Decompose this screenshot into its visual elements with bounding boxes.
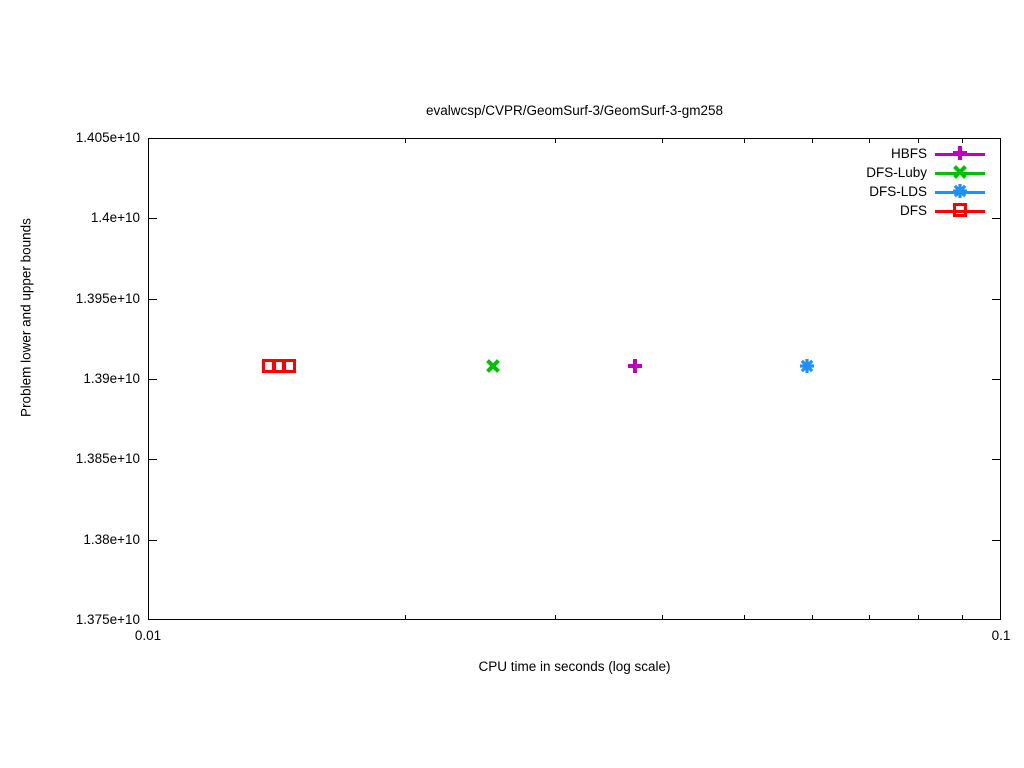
y-tick-mark-right: [992, 539, 1001, 541]
y-tick-label: 1.385e+10: [0, 452, 140, 466]
y-tick-mark-right: [992, 298, 1001, 300]
x-tick-mark-top: [811, 138, 813, 143]
y-tick-label: 1.395e+10: [0, 290, 140, 306]
data-point-dfs-luby: [482, 355, 504, 377]
legend-marker-icon: [948, 179, 972, 203]
y-tick-mark: [148, 459, 157, 461]
y-tick-label-text: 1.4e+10: [90, 210, 140, 226]
chart-title: evalwcsp/CVPR/GeomSurf-3/GeomSurf-3-gm25…: [425, 103, 724, 118]
y-tick-mark-right: [992, 379, 1001, 380]
x-tick-label: 0.01: [134, 628, 162, 643]
x-tick-mark-minor: [554, 615, 556, 620]
x-tick-mark-minor: [961, 615, 963, 620]
x-tick-mark-minor: [744, 615, 746, 620]
y-tick-label-text: 1.38e+10: [83, 531, 140, 547]
y-tick-label: 1.405e+10: [0, 131, 140, 145]
legend-label: HBFS: [890, 146, 927, 161]
y-tick-mark: [148, 539, 157, 541]
x-tick-mark-top: [918, 138, 920, 143]
y-tick-mark: [148, 298, 157, 300]
y-tick-label: 1.375e+10: [0, 613, 140, 627]
y-tick-label-text: 1.375e+10: [75, 612, 140, 627]
legend-label: DFS-LDS: [869, 184, 927, 199]
legend-item-hbfs[interactable]: HBFS: [700, 144, 990, 163]
x-tick-label: 0.1: [991, 628, 1011, 643]
y-tick-mark-right: [992, 218, 1001, 220]
y-tick-label: 1.38e+10: [0, 531, 140, 547]
legend-marker-icon: [948, 198, 972, 222]
x-tick-mark-top: [961, 138, 963, 143]
x-tick-mark-minor: [811, 615, 813, 620]
y-tick-mark: [148, 218, 157, 220]
x-tick-mark-top: [404, 138, 406, 143]
data-point-hbfs: [624, 355, 646, 377]
y-tick-label: 1.4e+10: [0, 211, 140, 225]
x-tick-mark-top: [661, 138, 663, 143]
legend: HBFS DFS-Luby DFS-LDS DFS: [700, 144, 990, 228]
legend-label: DFS-Luby: [866, 165, 927, 180]
y-tick-label-text: 1.39e+10: [83, 371, 140, 386]
x-tick-mark-minor: [918, 615, 920, 620]
y-tick-label-text: 1.395e+10: [75, 290, 140, 306]
legend-marker-icon: [948, 160, 972, 184]
legend-item-dfs[interactable]: DFS: [700, 201, 990, 220]
legend-item-dfs-luby[interactable]: DFS-Luby: [700, 163, 990, 182]
y-tick-label-text: 1.405e+10: [75, 130, 140, 145]
data-point-dfs-lds: [796, 355, 818, 377]
y-tick-label: 1.39e+10: [0, 372, 140, 386]
legend-item-dfs-lds[interactable]: DFS-LDS: [700, 182, 990, 201]
y-tick-mark-right: [992, 459, 1001, 461]
legend-label: DFS: [900, 203, 927, 218]
x-tick-mark-minor: [661, 615, 663, 620]
y-tick-mark: [148, 379, 157, 380]
x-tick-mark-minor: [868, 615, 870, 620]
y-tick-label-text: 1.385e+10: [75, 451, 140, 467]
plot-frame: [148, 138, 1001, 620]
x-tick-mark-minor: [404, 615, 406, 620]
data-point-dfs: [278, 355, 300, 377]
legend-line-swatch: [935, 210, 985, 213]
x-axis-label: CPU time in seconds (log scale): [478, 659, 671, 674]
legend-marker-icon: [948, 141, 972, 165]
x-tick-mark-top: [868, 138, 870, 143]
x-tick-mark-top: [554, 138, 556, 143]
y-axis-label: Problem lower and upper bounds: [18, 218, 34, 417]
x-tick-mark-top: [744, 138, 746, 143]
